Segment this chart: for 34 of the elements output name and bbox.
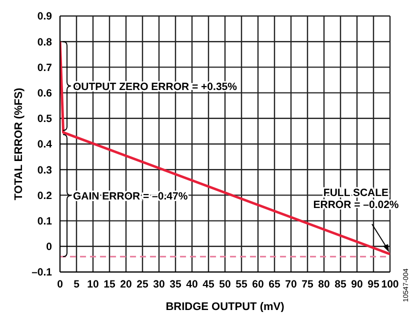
x-tick-label: 30 (153, 278, 165, 290)
x-tick-label: 70 (285, 278, 297, 290)
y-tick-label: 0.8 (37, 36, 52, 48)
x-tick-label: 75 (302, 278, 314, 290)
x-axis-title: BRIDGE OUTPUT (mV) (166, 301, 285, 313)
y-tick-label: 0.9 (37, 10, 52, 23)
y-tick-label: 0.2 (37, 190, 52, 202)
x-tick-label: 15 (104, 278, 116, 290)
y-tick-label: 0.6 (37, 88, 52, 100)
x-tick-label: 25 (136, 278, 148, 290)
x-tick-label: 100 (381, 278, 399, 290)
x-tick-label: 45 (202, 278, 214, 290)
x-tick-label: 40 (186, 278, 198, 290)
y-tick-label: 0.4 (37, 138, 52, 151)
y-tick-label: 0.3 (37, 164, 52, 176)
x-tick-label: 90 (351, 278, 363, 290)
x-tick-label: 65 (268, 278, 280, 290)
y-tick-label: 0.1 (37, 216, 52, 228)
y-tick-label: 0.5 (37, 113, 52, 126)
x-tick-label: 10 (87, 278, 99, 290)
x-tick-label: 80 (318, 278, 330, 290)
x-tick-label: 0 (57, 278, 64, 290)
x-tick-label: 85 (334, 278, 346, 290)
y-tick-label: –0.1 (32, 266, 52, 279)
x-tick-label: 50 (219, 278, 231, 290)
y-tick-label: 0 (46, 241, 52, 254)
y-axis-title: TOTAL ERROR (%FS) (12, 87, 25, 200)
x-tick-label: 20 (120, 278, 132, 290)
y-tick-label: 0.7 (37, 62, 52, 74)
x-tick-label: 60 (252, 278, 264, 290)
x-tick-label: 35 (170, 278, 182, 290)
x-tick-label: 95 (368, 278, 380, 290)
x-tick-label: 55 (236, 278, 248, 290)
x-tick-label: 5 (74, 278, 80, 290)
